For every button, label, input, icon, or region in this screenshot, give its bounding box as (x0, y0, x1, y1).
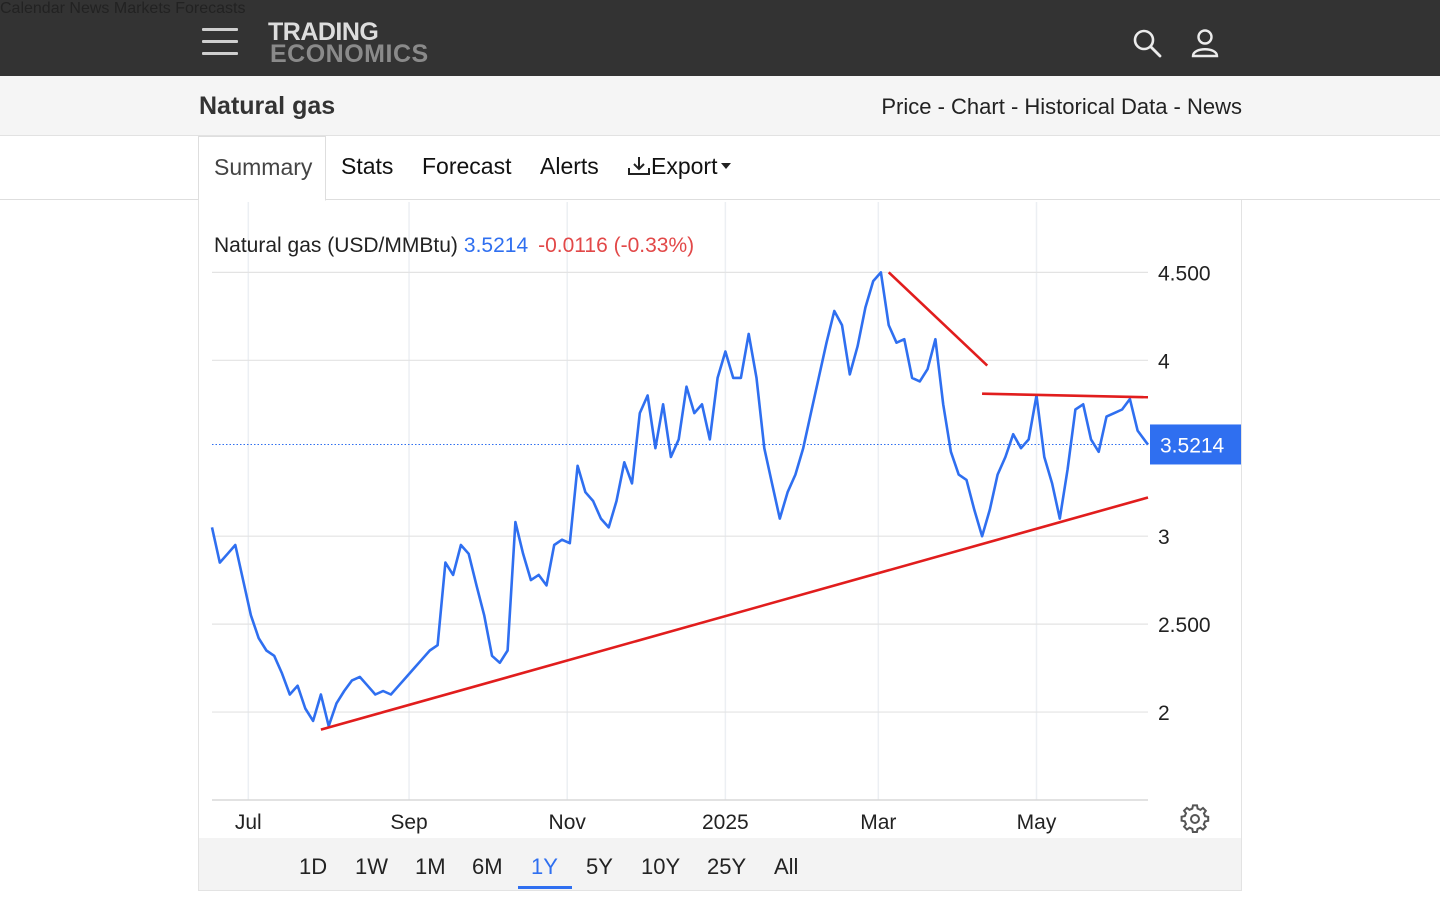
x-tick-label: Nov (549, 811, 587, 834)
tab-summary[interactable]: Summary (198, 136, 326, 201)
tab-alerts[interactable]: Alerts (540, 153, 599, 179)
breadcrumb-links[interactable]: Price - Chart - Historical Data - News (881, 94, 1242, 119)
y-tick-label: 2 (1158, 702, 1170, 725)
chart-header: Natural gas (USD/MMBtu) 3.5214 -0.0116 (-0… (214, 234, 694, 258)
current-price-tag-label: 3.5214 (1160, 434, 1225, 457)
range-1w-button[interactable]: 1W (355, 854, 388, 879)
trendline (887, 271, 989, 367)
search-icon[interactable] (1132, 28, 1162, 58)
range-25y-button[interactable]: 25Y (707, 854, 747, 879)
trendline (982, 392, 1149, 399)
range-1m-button[interactable]: 1M (415, 854, 446, 879)
chart-series-name: Natural gas (USD/MMBtu) (214, 234, 458, 257)
export-label: Export (651, 153, 718, 179)
current-price-tag (1150, 424, 1241, 465)
nav-news-link[interactable]: News (69, 0, 110, 17)
x-tick-label: 2025 (702, 811, 749, 834)
top-navigation-bar: TRADING ECONOMICS Calendar News Markets … (0, 0, 1440, 76)
x-tick-label: Jul (235, 811, 262, 834)
range-1d-button[interactable]: 1D (299, 854, 328, 879)
logo-line-1: TRADING (268, 18, 379, 46)
user-account-icon[interactable] (1191, 28, 1221, 58)
y-tick-label: 4 (1158, 350, 1170, 373)
x-tick-label: Mar (860, 811, 896, 834)
chart-panel (198, 200, 1242, 891)
trading-economics-logo[interactable]: TRADING ECONOMICS (268, 18, 448, 68)
tab-export[interactable]: Export (627, 153, 733, 180)
chart-last-price: 3.5214 (463, 234, 529, 257)
caret-down-icon (721, 163, 732, 169)
logo-line-2: ECONOMICS (270, 40, 429, 68)
range-1y-button[interactable]: 1Y (531, 854, 558, 879)
y-tick-label: 3 (1158, 526, 1170, 549)
page-header: Natural gas Price - Chart - Historical D… (0, 76, 1440, 136)
range-6m-button[interactable]: 6M (472, 854, 503, 879)
y-tick-label: 4.500 (1158, 262, 1211, 285)
nav-forecasts-link[interactable]: Forecasts (175, 0, 246, 17)
range-5y-button[interactable]: 5Y (586, 854, 613, 879)
x-tick-label: Sep (390, 811, 427, 834)
time-range-bar (199, 838, 1241, 890)
price-series-line (210, 271, 1150, 728)
y-tick-label: 2.500 (1158, 614, 1211, 637)
nav-calendar-link[interactable]: Calendar (0, 0, 65, 17)
tab-bar: Summary Stats Forecast Alerts Export (0, 136, 1440, 201)
chart-price-change: -0.0116 (-0.33%) (538, 234, 695, 257)
x-tick-label: May (1017, 811, 1057, 834)
download-icon (628, 157, 650, 175)
active-range-indicator (518, 886, 572, 889)
tab-forecast[interactable]: Forecast (422, 153, 512, 179)
gear-icon[interactable] (1180, 804, 1210, 834)
page-title: Natural gas (199, 92, 336, 120)
range-all-button[interactable]: All (774, 854, 799, 879)
range-10y-button[interactable]: 10Y (641, 854, 681, 879)
trendline (320, 496, 1149, 731)
tab-stats[interactable]: Stats (341, 153, 394, 179)
menu-icon[interactable] (202, 28, 238, 56)
nav-markets-link[interactable]: Markets (113, 0, 171, 17)
